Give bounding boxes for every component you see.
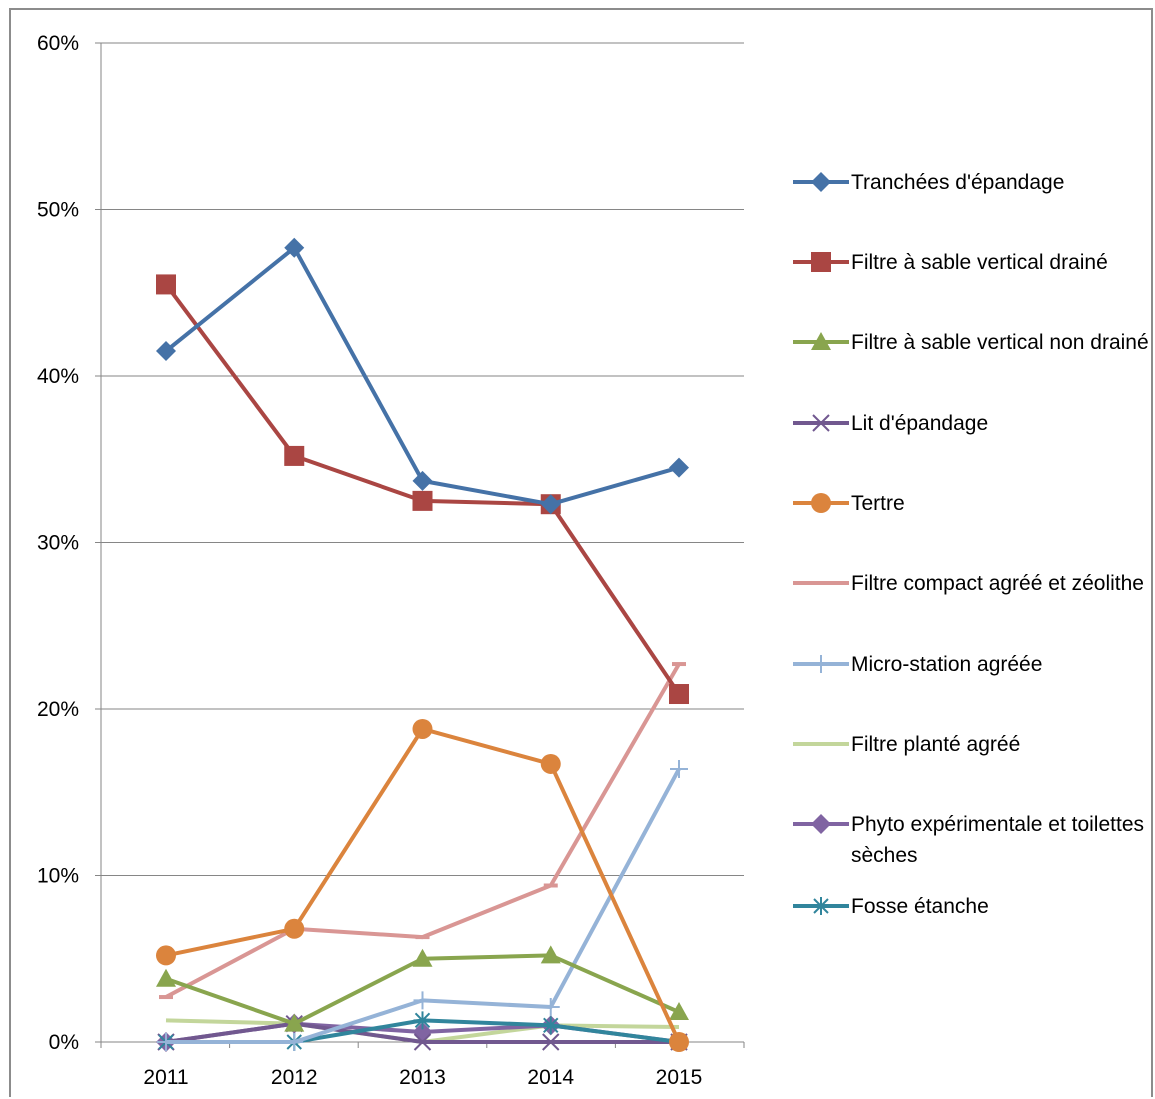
legend-item: Phyto expérimentale et toilettes sèches <box>793 809 1155 871</box>
series-1-marker <box>156 274 176 295</box>
legend-item: Lit d'épandage <box>793 408 1155 439</box>
y-tick-label: 30% <box>37 532 79 555</box>
series-2-marker <box>540 945 561 964</box>
series-9-marker <box>541 1016 560 1035</box>
legend-label: Filtre à sable vertical non drainé <box>851 331 1149 354</box>
series-2 <box>156 945 689 1032</box>
series-2-marker <box>412 948 433 967</box>
legend-swatch <box>793 172 849 192</box>
series-1-marker <box>669 684 689 705</box>
series-3-marker <box>413 1033 432 1051</box>
series-4-marker <box>669 1032 689 1052</box>
legend-label: Lit d'épandage <box>851 412 989 435</box>
legend-swatch-marker <box>811 172 831 192</box>
series-1 <box>156 274 689 705</box>
legend-swatch-marker <box>811 252 831 272</box>
series-6-marker <box>541 998 560 1017</box>
series-4-marker <box>540 753 561 774</box>
series-6-marker <box>670 759 688 778</box>
y-tick-label: 10% <box>37 865 79 888</box>
series-5-line <box>165 663 681 999</box>
legend-swatch-marker <box>811 493 831 513</box>
legend-swatch-marker <box>812 897 830 915</box>
series-6-marker <box>285 1033 304 1051</box>
legend-swatch-marker <box>812 414 830 432</box>
series-4-marker <box>156 945 176 966</box>
series-1-marker <box>412 490 433 511</box>
legend-label: Micro-station agréée <box>851 653 1043 676</box>
series-4 <box>156 718 689 1052</box>
y-tick-label: 0% <box>49 1031 79 1054</box>
series-4-marker <box>284 918 305 939</box>
series-2-marker <box>284 1013 305 1032</box>
legend-item: Filtre planté agréé <box>793 729 1155 760</box>
gridlines <box>95 42 744 1043</box>
legend-swatch <box>793 897 849 915</box>
y-tick-label: 60% <box>37 32 79 55</box>
legend-swatch-marker <box>811 332 831 350</box>
series-9-marker <box>413 1011 432 1030</box>
series-lines <box>156 237 689 1052</box>
legend-swatch-marker <box>812 655 830 673</box>
series-2-marker <box>669 1002 689 1021</box>
legend-item: Tranchées d'épandage <box>793 167 1155 198</box>
series-4-marker <box>412 718 433 739</box>
x-tick-label: 2012 <box>271 1066 318 1089</box>
legend-label: Fosse étanche <box>851 895 989 918</box>
legend-item: Tertre <box>793 488 1155 519</box>
legend-item: Filtre à sable vertical drainé <box>793 247 1155 278</box>
legend-item: Micro-station agréée <box>793 649 1155 680</box>
y-tick-label: 20% <box>37 698 79 721</box>
series-3-marker <box>542 1033 560 1051</box>
y-axis-ticks: 0% 10% 20% 30% 40% 50% 60% <box>37 32 79 1054</box>
legend-label: Tranchées d'épandage <box>851 171 1065 194</box>
legend-label: Filtre à sable vertical drainé <box>851 251 1108 274</box>
series-0-marker <box>412 470 433 491</box>
legend-label: Filtre compact agréé et zéolithe <box>851 572 1144 595</box>
x-tick-label: 2015 <box>656 1066 703 1089</box>
legend-swatch <box>793 252 849 272</box>
series-6 <box>157 759 688 1051</box>
series-1-marker <box>284 445 305 466</box>
y-tick-label: 40% <box>37 365 79 388</box>
legend-label: Filtre planté agréé <box>851 733 1021 756</box>
legend: Tranchées d'épandage Filtre à sable verti… <box>793 10 1155 1010</box>
series-6-marker <box>157 1033 175 1051</box>
legend-swatch <box>793 414 849 432</box>
line-chart: 0%10%20%30%40%50%60% 2011 2012 2013 2014 201… <box>37 32 745 1089</box>
x-tick-label: 2014 <box>527 1066 574 1089</box>
chart-frame: 0% 10% 20% 30% 40% 50% 60% 2011 2012 2013 2014 201… <box>9 8 1153 1097</box>
legend-item: Fosse étanche <box>793 891 1155 922</box>
series-5 <box>159 662 686 1000</box>
y-tick-label: 50% <box>37 199 79 222</box>
x-axis-ticks: 2011 2012 2013 2014 2015 <box>100 1042 745 1089</box>
series-0-marker <box>669 457 689 478</box>
legend-swatch <box>793 655 849 673</box>
legend-swatch <box>793 742 849 746</box>
legend-swatch <box>793 332 849 350</box>
x-tick-label: 2011 <box>143 1066 188 1089</box>
series-0-marker <box>284 237 305 258</box>
series-0 <box>156 237 689 515</box>
series-6-marker <box>413 991 432 1010</box>
legend-item: Filtre à sable vertical non drainé <box>793 327 1155 358</box>
legend-swatch <box>793 581 849 585</box>
series-0-marker <box>156 341 176 362</box>
legend-label: Phyto expérimentale et toilettes sèches <box>851 813 1144 867</box>
series-2-marker <box>156 968 176 987</box>
legend-swatch-marker <box>811 814 831 834</box>
legend-swatch <box>793 493 849 513</box>
legend-label: Tertre <box>851 492 905 515</box>
x-tick-label: 2013 <box>399 1066 446 1089</box>
legend-swatch <box>793 814 849 834</box>
series-0-marker <box>540 494 561 515</box>
legend-item: Filtre compact agréé et zéolithe <box>793 568 1155 599</box>
